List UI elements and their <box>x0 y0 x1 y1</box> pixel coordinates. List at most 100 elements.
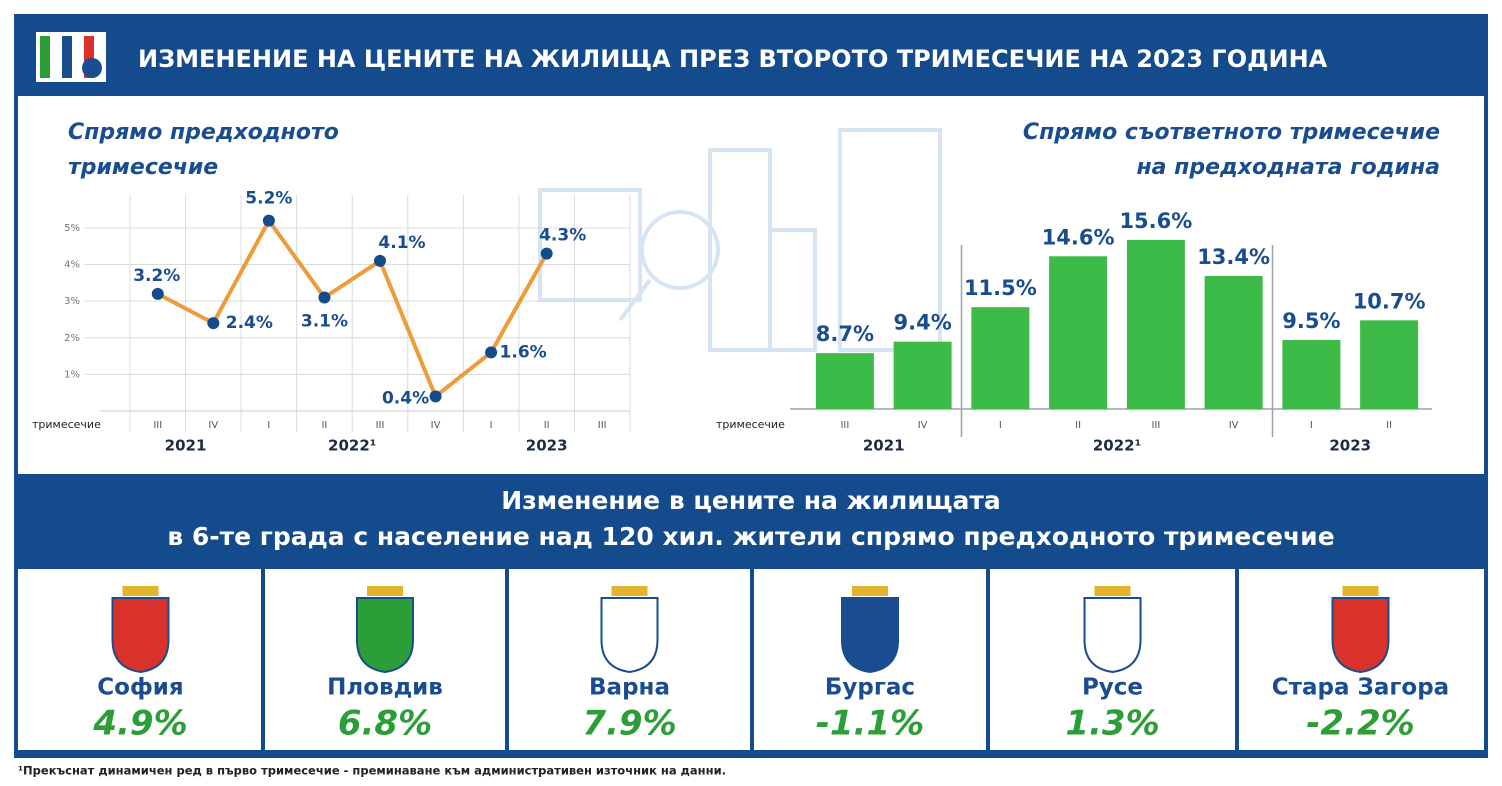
city-emblem <box>1331 597 1390 674</box>
x-axis-label: тримесечие <box>32 418 101 431</box>
y-tick-label: 2% <box>64 333 80 344</box>
city-change: -2.2% <box>1306 704 1414 744</box>
city-name: Бургас <box>825 675 915 701</box>
x-tick-label: II <box>1386 420 1392 431</box>
data-label: 10.7% <box>1353 289 1426 313</box>
bar <box>893 341 952 409</box>
data-label: 4.3% <box>539 226 586 246</box>
y-tick-label: 3% <box>64 296 80 307</box>
data-label: 14.6% <box>1042 225 1115 249</box>
x-tick-label: I <box>267 420 270 431</box>
city-name: София <box>97 675 183 701</box>
x-tick-label: I <box>1310 420 1313 431</box>
data-label: 4.1% <box>378 233 425 253</box>
city-name: Стара Загора <box>1272 675 1449 701</box>
line-point <box>429 390 442 403</box>
x-tick-label: III <box>376 420 385 431</box>
year-label: 2023 <box>1329 437 1371 455</box>
data-label: 9.5% <box>1282 309 1340 333</box>
x-tick-label: IV <box>1229 420 1239 431</box>
footnote: ¹Прекъснат динамичен ред в първо тримесе… <box>18 764 726 778</box>
y-tick-label: 1% <box>64 369 80 380</box>
city-name: Варна <box>589 675 670 701</box>
city-emblem <box>111 597 170 674</box>
city-name: Пловдив <box>327 675 443 701</box>
x-tick-label: III <box>1151 420 1160 431</box>
header-band <box>16 16 1486 96</box>
x-tick-label: I <box>999 420 1002 431</box>
line-point <box>151 287 164 300</box>
data-label: 5.2% <box>245 189 292 209</box>
city-emblem <box>356 597 414 674</box>
chart-subtitle: на предходната година <box>1136 155 1440 180</box>
data-label: 15.6% <box>1119 209 1192 233</box>
cities-title: в 6-те града с население над 120 хил. жи… <box>167 522 1334 551</box>
line-point <box>485 346 498 359</box>
data-label: 1.6% <box>500 342 547 362</box>
x-axis-label: тримесечие <box>716 418 785 431</box>
city-name: Русе <box>1082 675 1143 701</box>
cities-title: Изменение в цените на жилищата <box>501 486 1000 515</box>
line-point <box>207 317 220 330</box>
bar <box>1360 320 1419 409</box>
x-tick-label: III <box>153 420 162 431</box>
data-label: 3.1% <box>301 312 348 332</box>
x-tick-label: II <box>321 420 327 431</box>
city-emblem <box>600 597 659 674</box>
data-label: 2.4% <box>226 313 273 333</box>
city-emblem-crown <box>122 586 159 596</box>
x-tick-label: III <box>598 420 607 431</box>
x-tick-label: II <box>544 420 550 431</box>
city-emblem-crown <box>1342 586 1379 596</box>
bar <box>815 353 874 409</box>
year-label: 2021 <box>165 437 207 455</box>
x-tick-label: I <box>490 420 493 431</box>
x-tick-label: IV <box>918 420 928 431</box>
x-tick-label: II <box>1075 420 1081 431</box>
data-label: 13.4% <box>1197 245 1270 269</box>
city-emblem <box>1083 597 1142 674</box>
year-label: 2022¹ <box>328 437 376 455</box>
bar <box>1049 256 1108 409</box>
x-tick-label: IV <box>431 420 441 431</box>
year-label: 2022¹ <box>1093 437 1141 455</box>
bar <box>1282 340 1341 409</box>
cities-band <box>16 474 1486 566</box>
city-emblem <box>841 597 899 674</box>
year-label: 2023 <box>526 437 568 455</box>
y-tick-label: 4% <box>64 260 80 271</box>
city-change: -1.1% <box>816 704 924 744</box>
bar <box>1126 239 1185 409</box>
bar <box>971 307 1030 409</box>
data-label: 0.4% <box>382 388 429 408</box>
year-label: 2021 <box>863 437 905 455</box>
data-label: 8.7% <box>816 322 874 346</box>
city-change: 1.3% <box>1065 704 1159 744</box>
city-change: 4.9% <box>92 704 187 744</box>
background-illustration <box>538 128 942 352</box>
city-emblem-crown <box>367 586 403 596</box>
line-point <box>318 291 331 304</box>
city-change: 7.9% <box>582 704 676 744</box>
chart-subtitle: Спрямо съответното тримесечие <box>1023 120 1440 145</box>
line-point <box>540 247 553 260</box>
city-emblem-crown <box>611 586 648 596</box>
line-series <box>156 218 549 399</box>
x-tick-label: IV <box>208 420 218 431</box>
data-label: 9.4% <box>894 311 952 335</box>
city-emblem-crown <box>1094 586 1131 596</box>
chart-subtitle: тримесечие <box>68 155 218 180</box>
city-change: 6.8% <box>338 704 432 744</box>
line-point <box>262 214 275 227</box>
city-emblem-crown <box>852 586 888 596</box>
data-label: 3.2% <box>133 266 180 286</box>
bar <box>1204 275 1263 409</box>
header-title: ИЗМЕНЕНИЕ НА ЦЕНИТЕ НА ЖИЛИЩА ПРЕЗ ВТОРО… <box>138 45 1328 73</box>
data-label: 11.5% <box>964 276 1037 300</box>
chart-subtitle: Спрямо предходното <box>68 120 339 145</box>
y-tick-label: 5% <box>64 223 80 234</box>
line-point <box>374 254 386 267</box>
x-tick-label: III <box>840 420 849 431</box>
logo <box>36 32 106 82</box>
